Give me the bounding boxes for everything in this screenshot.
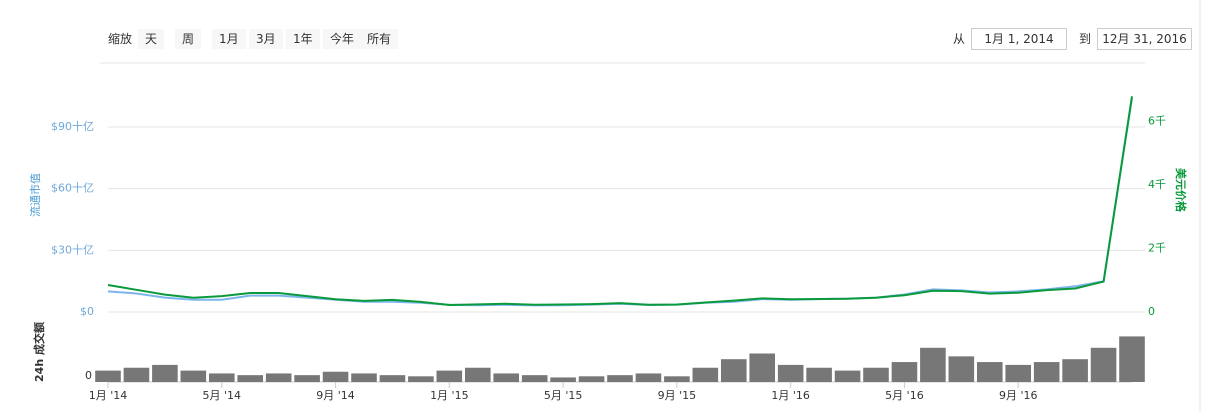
to-label: 到 <box>1079 32 1092 46</box>
y2-axis-label: 美元价格 <box>1174 168 1188 213</box>
volume-bar <box>237 375 264 382</box>
y-tick-label: $0 <box>80 305 94 318</box>
volume-bar <box>95 370 121 382</box>
range-button[interactable]: 所有 <box>360 29 399 49</box>
volume-bar <box>777 364 804 382</box>
volume-bar <box>891 362 918 382</box>
volume-bar <box>322 371 349 382</box>
volume-bar <box>920 347 946 382</box>
volume-bar <box>578 376 605 382</box>
volume-bar <box>720 359 747 382</box>
volume-bar <box>152 364 178 382</box>
volume-bar <box>550 377 576 382</box>
volume-bar <box>123 367 150 382</box>
range-button[interactable]: 3月 <box>249 29 283 49</box>
y-tick-label: $60十亿 <box>51 181 94 195</box>
volume-bar <box>607 375 633 382</box>
volume-bar <box>664 376 690 382</box>
x-tick-label: 9月 '15 <box>658 389 697 402</box>
from-label: 从 <box>953 32 966 46</box>
series-line <box>107 98 1133 307</box>
volume-bar <box>806 367 832 382</box>
range-button[interactable]: 1年 <box>286 29 320 49</box>
y2-tick-label: 6千 <box>1148 115 1166 128</box>
y-axis-label: 24h 成交额 <box>32 322 46 382</box>
volume-bar <box>436 370 463 382</box>
range-button[interactable]: 周 <box>175 29 202 49</box>
x-tick-label: 5月 '16 <box>885 389 924 402</box>
volume-bar <box>1062 359 1088 382</box>
x-tick-label: 5月 '14 <box>203 389 242 402</box>
range-button[interactable]: 今年 <box>323 29 362 49</box>
volume-bar <box>521 375 548 382</box>
x-tick-label: 9月 '14 <box>316 389 355 402</box>
volume-bar <box>493 373 520 382</box>
volume-bar <box>180 370 207 382</box>
volume-bar <box>351 373 377 382</box>
y-tick-label: $90十亿 <box>51 119 94 133</box>
y-tick-label: 0 <box>85 369 92 382</box>
x-tick-label: 1月 '16 <box>771 389 810 402</box>
y2-tick-label: 2千 <box>1148 242 1166 255</box>
volume-bar <box>379 375 406 382</box>
from-input[interactable]: 1月 1, 2014 <box>971 28 1067 50</box>
x-tick-label: 5月 '15 <box>544 389 583 402</box>
y-tick-label: $30十亿 <box>51 242 94 256</box>
volume-bar <box>1033 362 1060 382</box>
volume-bar <box>208 373 235 382</box>
volume-bar <box>1090 347 1117 382</box>
y2-tick-label: 4千 <box>1148 178 1166 191</box>
x-tick-label: 1月 '14 <box>89 389 128 402</box>
zoom-label: 缩放 <box>108 32 133 46</box>
volume-bar <box>834 370 861 382</box>
volume-bar <box>265 373 292 382</box>
volume-bar <box>1119 336 1145 382</box>
volume-bar <box>464 367 491 382</box>
x-tick-label: 1月 '15 <box>430 389 469 402</box>
volume-bar <box>863 367 889 382</box>
range-button[interactable]: 天 <box>138 29 165 49</box>
volume-bar <box>1005 364 1032 382</box>
volume-bar <box>635 373 662 382</box>
y-axis-label: 流通市值 <box>28 173 42 217</box>
volume-bar <box>976 362 1003 382</box>
x-tick-label: 9月 '16 <box>999 389 1038 402</box>
y2-tick-label: 0 <box>1148 305 1155 318</box>
range-button[interactable]: 1月 <box>212 29 246 49</box>
volume-bar <box>948 356 975 382</box>
series-line <box>107 96 1133 307</box>
to-input[interactable]: 12月 31, 2016 <box>1097 28 1192 50</box>
volume-bar <box>749 353 776 382</box>
volume-bar <box>692 367 719 382</box>
volume-bar <box>408 376 434 382</box>
volume-bar <box>294 375 320 382</box>
